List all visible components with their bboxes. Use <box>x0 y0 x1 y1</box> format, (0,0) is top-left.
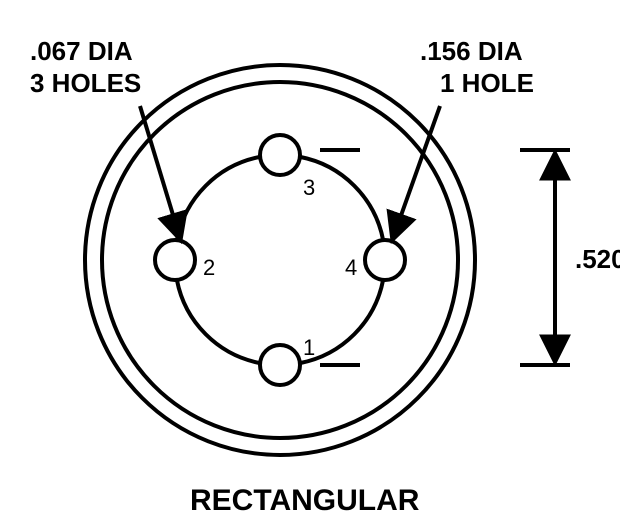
label-right-2: 1 HOLE <box>440 68 534 98</box>
label-left-2: 3 HOLES <box>30 68 141 98</box>
hole-2-num: 2 <box>203 255 215 280</box>
hole-3 <box>260 135 300 175</box>
hole-1 <box>260 345 300 385</box>
hole-4 <box>365 240 405 280</box>
hole-3-num: 3 <box>303 175 315 200</box>
label-left-1: .067 DIA <box>30 36 133 66</box>
footer-label: RECTANGULAR <box>190 484 420 517</box>
hole-2 <box>155 240 195 280</box>
left-leader <box>140 106 180 238</box>
hole-4-num: 4 <box>345 255 357 280</box>
dimension-value: .520 <box>575 244 620 274</box>
label-right-1: .156 DIA <box>420 36 523 66</box>
hole-1-num: 1 <box>303 335 315 360</box>
